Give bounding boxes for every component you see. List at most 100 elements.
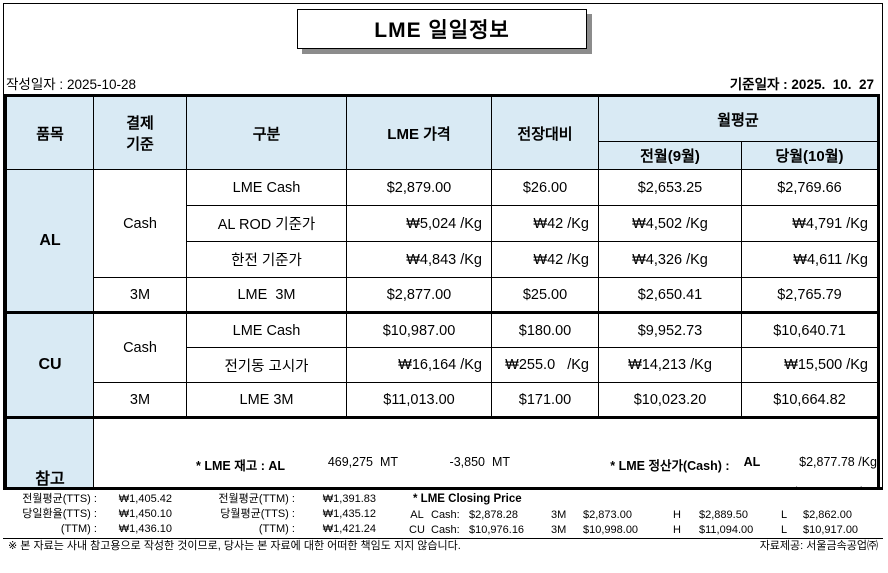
col-header-monthly-avg: 월평균 (598, 95, 879, 142)
table-row: AL ROD 기준가 ₩5,024 /Kg ₩42 /Kg ₩4,502 /Kg… (6, 205, 879, 242)
fx-row: 당일환율(TTS) : ₩1,450.10 당월평균(TTS) : ₩1,435… (8, 507, 401, 522)
fx-label: 전월평균(TTS) : (22, 493, 100, 505)
lme-price-table: 품목 결제 기준 구분 LME 가격 전장대비 월평균 전월(9월) 당월(10… (4, 94, 880, 538)
lme-settle-title: * LME 정산가(Cash) : (610, 459, 733, 473)
closing-low-value: $10,917.00 (803, 524, 859, 536)
page-title: LME 일일정보 (297, 9, 587, 49)
col-header-item: 품목 (5, 95, 94, 170)
closing-3m-value: $2,873.00 (583, 509, 632, 521)
created-date-label: 작성일자 : (6, 77, 67, 92)
col-header-category: 구분 (186, 95, 347, 170)
col-header-change: 전장대비 (491, 95, 599, 170)
fx-value: ₩1,435.12 (322, 508, 376, 520)
col-header-curr-month: 당월(10월) (741, 141, 879, 170)
col-header-price: LME 가격 (346, 95, 492, 170)
category-cell: AL ROD 기준가 (186, 205, 347, 242)
table-row: 전기동 고시가 ₩16,164 /Kg ₩255.0 /Kg ₩14,213 /… (6, 347, 879, 383)
created-date: 작성일자 : 2025-10-28 (6, 73, 136, 93)
table-row: CU Cash LME Cash $10,987.00 $180.00 $9,9… (5, 312, 879, 419)
curr-month-cell: $2,765.79 (741, 277, 879, 314)
lme-stock-title: * LME 재고 : AL (196, 459, 285, 473)
change-cell: ₩255.0 /Kg (491, 347, 599, 383)
closing-high-label: H (673, 524, 681, 536)
settle-al-value: $2,877.78 /Kg (799, 455, 877, 469)
closing-metal: AL (410, 509, 424, 521)
basis-cell-cu-cash: Cash (93, 312, 187, 383)
category-cell: LME Cash (186, 169, 347, 206)
fx-label: 당월평균(TTS) : (220, 508, 298, 520)
settle-al-metal: AL (743, 455, 761, 469)
closing-price-title: * LME Closing Price (413, 493, 522, 505)
curr-month-cell: $10,640.71 (741, 312, 879, 348)
change-cell: $180.00 (491, 312, 599, 348)
closing-low-value: $2,862.00 (803, 509, 852, 521)
change-cell: ₩42 /Kg (491, 241, 599, 278)
closing-cash-label: Cash: (431, 524, 460, 536)
price-cell: $10,987.00 (346, 312, 492, 348)
closing-3m-value: $10,998.00 (583, 524, 639, 536)
curr-month-cell: $10,664.82 (741, 382, 879, 419)
lme-closing-price-block: * LME Closing Price AL Cash: $2,878.28 3… (401, 492, 883, 538)
table-row: 3M LME 3M $2,877.00 $25.00 $2,650.41 $2,… (6, 277, 879, 314)
fx-label: 당일환율(TTS) : (22, 508, 100, 520)
prev-month-cell: $2,650.41 (598, 277, 742, 314)
curr-month-cell: ₩4,791 /Kg (741, 205, 879, 242)
table-row: AL Cash LME Cash $2,879.00 $26.00 $2,653… (5, 169, 879, 314)
category-cell: 전기동 고시가 (186, 347, 347, 383)
basis-cell-cu-3m: 3M (93, 382, 187, 419)
change-cell: $26.00 (491, 169, 599, 206)
item-cell-cu: CU (5, 312, 94, 419)
closing-cash-value: $2,878.28 (469, 509, 518, 521)
price-cell: $11,013.00 (346, 382, 492, 419)
exchange-rate-block: 전월평균(TTS) : ₩1,405.42 전월평균(TTM) : ₩1,391… (3, 492, 401, 538)
closing-price-row: CU Cash: $10,976.16 3M $10,998.00 H $11,… (403, 523, 883, 538)
curr-month-cell: ₩4,611 /Kg (741, 241, 879, 278)
closing-high-value: $2,889.50 (699, 509, 748, 521)
change-cell: $171.00 (491, 382, 599, 419)
table-header-row: 품목 결제 기준 구분 LME 가격 전장대비 월평균 (5, 95, 879, 170)
curr-month-cell: ₩15,500 /Kg (741, 347, 879, 383)
stock-al-change: -3,850 (449, 455, 485, 469)
base-date: 기준일자 : 2025. 10. 27 (730, 73, 880, 93)
fx-value: ₩1,450.10 (118, 508, 172, 520)
category-cell: LME Cash (186, 312, 347, 348)
closing-price-row: AL Cash: $2,878.28 3M $2,873.00 H $2,889… (403, 508, 883, 523)
closing-cash-value: $10,976.16 (469, 524, 525, 536)
fx-value: ₩1,436.10 (118, 523, 172, 535)
basis-cell-al-cash: Cash (93, 169, 187, 278)
base-date-value: 2025. 10. 27 (791, 77, 874, 92)
fx-value: ₩1,391.83 (322, 493, 376, 505)
category-cell: LME 3M (186, 382, 347, 419)
curr-month-cell: $2,769.66 (741, 169, 879, 206)
category-cell: LME 3M (186, 277, 347, 314)
fx-value: ₩1,421.24 (322, 523, 376, 535)
col-header-prev-month: 전월(9월) (598, 141, 742, 170)
closing-low-label: L (781, 509, 788, 521)
prev-month-cell: ₩4,326 /Kg (598, 241, 742, 278)
table-row: 3M LME 3M $11,013.00 $171.00 $10,023.20 … (6, 382, 879, 419)
table-row: 한전 기준가 ₩4,843 /Kg ₩42 /Kg ₩4,326 /Kg ₩4,… (6, 241, 879, 278)
prev-month-cell: $2,653.25 (598, 169, 742, 206)
created-date-value: 2025-10-28 (66, 77, 136, 92)
closing-metal: CU (409, 524, 425, 536)
base-date-label: 기준일자 : (729, 77, 792, 92)
disclaimer-text: ※ 본 자료는 사내 참고용으로 작성한 것이므로, 당사는 본 자료에 대한 … (8, 539, 461, 552)
closing-low-label: L (781, 524, 788, 536)
stock-al-qty: 469,275 (327, 455, 373, 469)
price-cell: $2,877.00 (346, 277, 492, 314)
fx-row: (TTM) : ₩1,436.10 (TTM) : ₩1,421.24 (8, 522, 401, 537)
item-cell-al: AL (5, 169, 94, 314)
stock-al-change-unit: MT (491, 455, 511, 469)
category-cell: 한전 기준가 (186, 241, 347, 278)
change-cell: ₩42 /Kg (491, 205, 599, 242)
stock-al-unit: MT (379, 455, 399, 469)
date-row: 작성일자 : 2025-10-28 기준일자 : 2025. 10. 27 (6, 73, 880, 93)
price-cell: ₩16,164 /Kg (346, 347, 492, 383)
table-subheader-row: 전월(9월) 당월(10월) (6, 141, 879, 170)
fx-row: 전월평균(TTS) : ₩1,405.42 전월평균(TTM) : ₩1,391… (8, 492, 401, 507)
fx-label: 전월평균(TTM) : (218, 493, 298, 505)
change-cell: $25.00 (491, 277, 599, 314)
provider-text: 자료제공: 서울금속공업㈜ (759, 539, 878, 552)
bottom-summary: 전월평균(TTS) : ₩1,405.42 전월평균(TTM) : ₩1,391… (3, 487, 883, 553)
closing-3m-label: 3M (551, 509, 567, 521)
